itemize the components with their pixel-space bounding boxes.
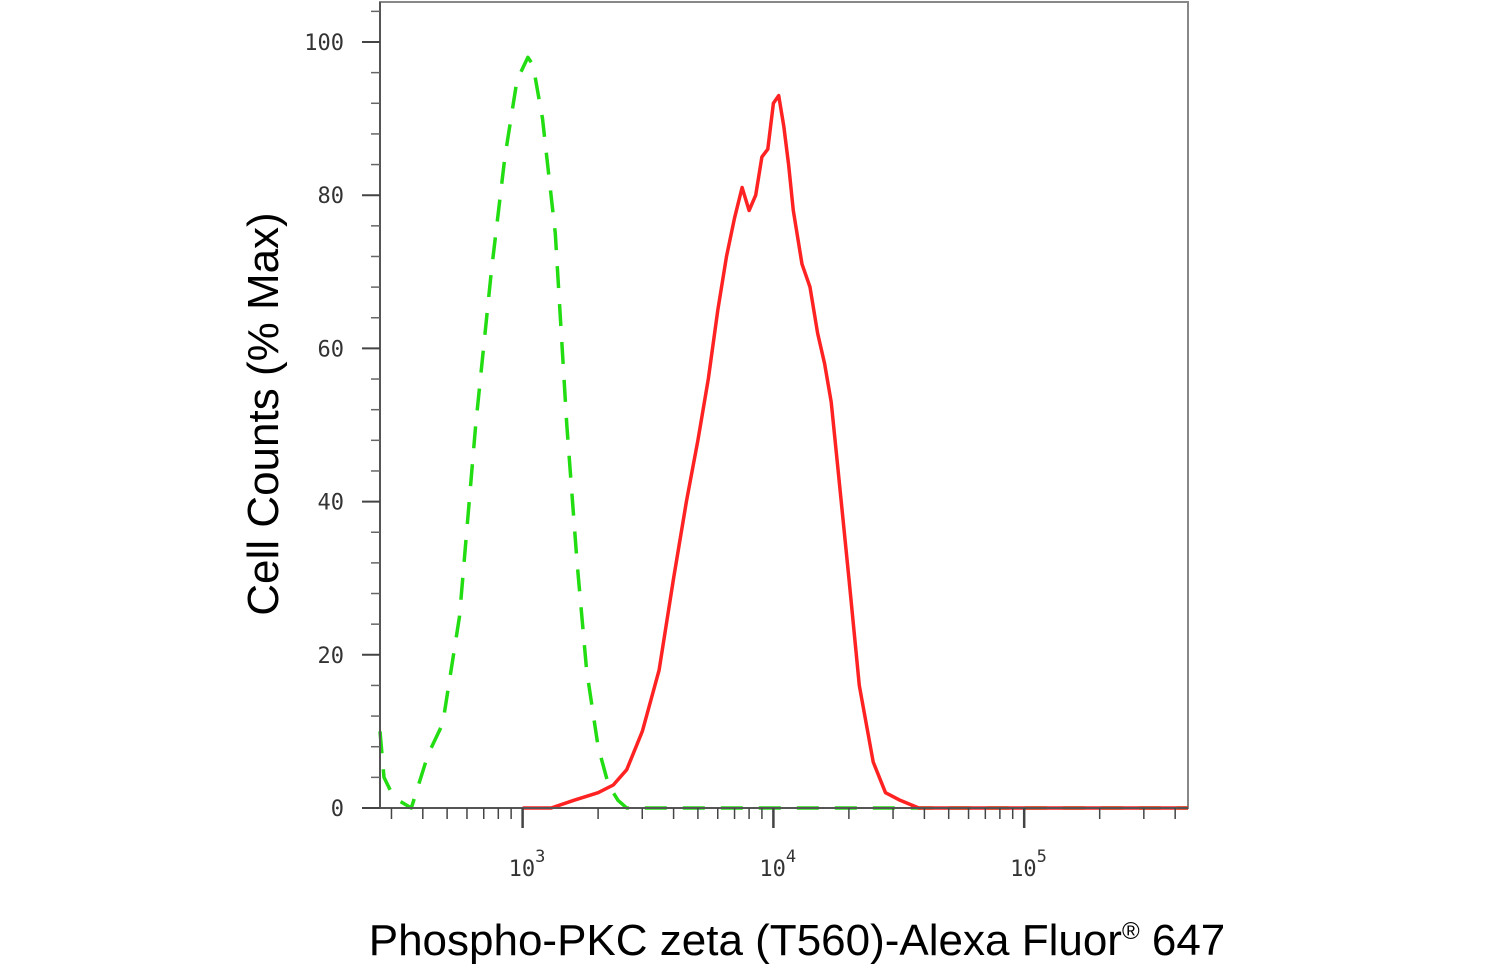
y-tick-label: 40 xyxy=(318,491,345,516)
x-tick-exponent: 5 xyxy=(1037,847,1047,867)
y-tick-label: 0 xyxy=(331,797,344,822)
x-tick-label: 104 xyxy=(759,847,796,882)
y-axis-title: Cell Counts (% Max) xyxy=(239,212,288,615)
x-axis-title-registered-mark: ® xyxy=(1122,918,1140,945)
x-axis-title-main: Phospho-PKC zeta (T560)-Alexa Fluor xyxy=(369,916,1122,965)
x-axis-title: Phospho-PKC zeta (T560)-Alexa Fluor® 647 xyxy=(369,916,1226,965)
x-tick-base: 10 xyxy=(509,857,535,882)
y-tick-label: 100 xyxy=(304,31,344,56)
x-tick-base: 10 xyxy=(1010,857,1037,882)
series-layer xyxy=(378,55,1188,810)
stained-histogram-line xyxy=(522,93,1188,810)
x-tick-exponent: 4 xyxy=(786,847,796,867)
x-axis-title-suffix: 647 xyxy=(1140,916,1226,965)
control-histogram-line xyxy=(378,55,1188,810)
x-tick-label: 105 xyxy=(1010,847,1047,882)
y-tick-label: 80 xyxy=(318,184,345,209)
x-tick-label: 103 xyxy=(509,847,546,882)
y-tick-label: 60 xyxy=(318,337,345,362)
x-tick-base: 10 xyxy=(759,857,786,882)
y-tick-label: 20 xyxy=(318,644,345,669)
y-axis: 0 20 40 60 80 100 xyxy=(304,2,381,822)
x-axis: 103 104 105 xyxy=(380,807,1188,882)
x-tick-exponent: 3 xyxy=(535,847,545,867)
